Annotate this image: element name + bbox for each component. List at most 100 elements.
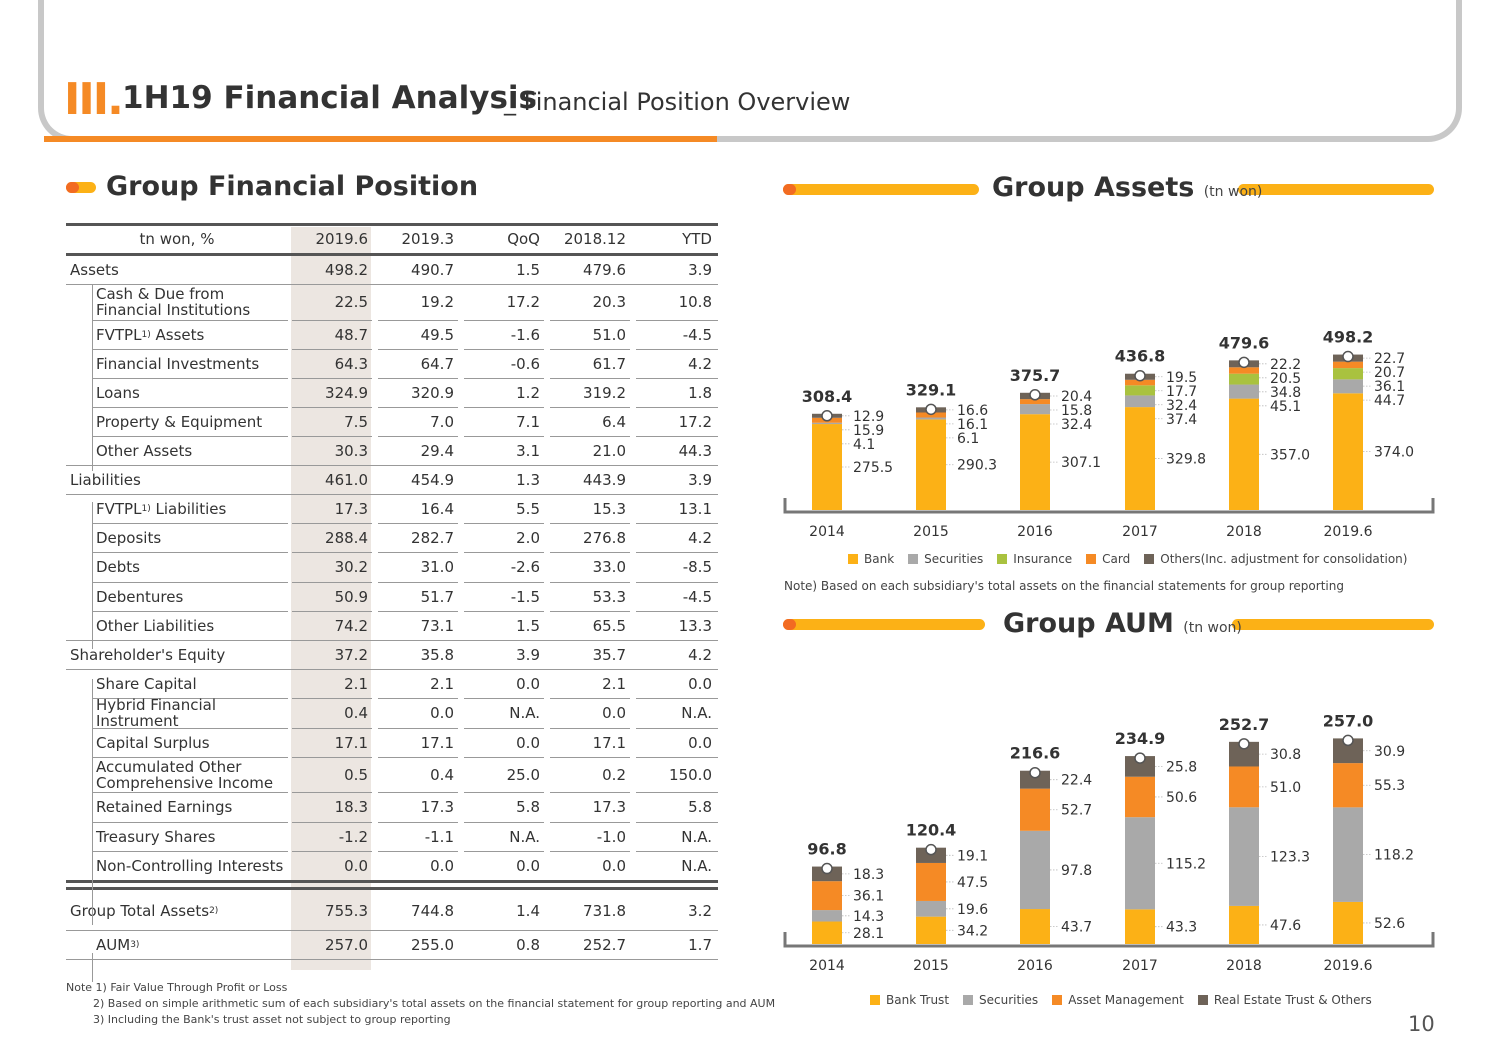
- row-label: FVTPL 1) Liabilities: [96, 494, 288, 523]
- row-label-text: Treasury Shares: [96, 827, 216, 846]
- table-rule: [550, 320, 630, 321]
- row-value: 51.0: [592, 325, 626, 344]
- row-value: 2.1: [344, 674, 368, 693]
- table-rule: [464, 552, 544, 553]
- row-value: 257.0: [325, 935, 368, 954]
- bar-segment: [1333, 379, 1363, 394]
- row-value: 22.5: [334, 293, 368, 311]
- segment-value-label: 25.8: [1166, 759, 1197, 775]
- row-label-text: Liabilities: [70, 470, 141, 489]
- row-value: 35.8: [420, 645, 454, 664]
- table-rule: [464, 822, 544, 823]
- legend-item: Securities: [963, 993, 1038, 1007]
- table-row: FVTPL 1) Assets 48.7 49.5 -1.6 51.0 -4.5: [66, 320, 718, 349]
- table-rule: [292, 851, 372, 852]
- segment-value-label: 36.1: [1374, 379, 1405, 395]
- segment-value-label: 19.6: [957, 902, 988, 918]
- table-rule: [636, 822, 718, 823]
- row-label-text: Debts: [96, 558, 140, 576]
- category-tick-label: 2018: [1226, 958, 1262, 974]
- segment-value-label: 15.8: [1061, 403, 1092, 419]
- row-label-text: Other Assets: [96, 441, 193, 460]
- legend-item: Real Estate Trust & Others: [1197, 993, 1372, 1007]
- bar-top-marker: [1342, 350, 1354, 363]
- segment-value-label: 50.6: [1166, 790, 1197, 806]
- row-value: 5.8: [516, 798, 540, 816]
- bar-top-marker: [1238, 738, 1250, 750]
- row-value: 10.8: [678, 293, 712, 311]
- table-rule: [636, 698, 718, 699]
- table-row: Assets 498.2 490.7 1.5 479.6 3.9: [66, 255, 718, 284]
- table-rule: [378, 698, 458, 699]
- table-rule: [292, 320, 372, 321]
- table-rule: [292, 407, 372, 408]
- current-period-column-shade: [291, 227, 371, 970]
- table-header-cell: 2019.6: [315, 229, 369, 248]
- row-value: 255.0: [411, 935, 454, 954]
- segment-value-label: 14.3: [853, 909, 884, 925]
- table-row: Other Assets 30.3 29.4 3.1 21.0 44.3: [66, 436, 718, 465]
- bar-total-label: 329.1: [906, 380, 957, 399]
- segment-value-label: 16.6: [957, 403, 988, 419]
- legend-item: Others(Inc. adjustment for consolidation…: [1144, 552, 1407, 566]
- bar-segment: [1333, 901, 1363, 944]
- bar-total-label: 375.7: [1010, 366, 1061, 385]
- table-rule: [292, 523, 372, 524]
- bar-segment: [1125, 379, 1155, 386]
- table-row: Non-Controlling Interests 0.0 0.0 0.0 0.0 N.A…: [66, 851, 718, 880]
- row-label-text: Accumulated Other Comprehensive Income: [96, 757, 274, 792]
- row-label-text: Other Liabilities: [96, 616, 215, 635]
- assets-title-bar-left: [783, 184, 979, 195]
- row-value: 17.3: [420, 798, 454, 816]
- row-value: 3.9: [688, 260, 712, 279]
- row-value: 31.0: [420, 558, 454, 576]
- table-rule: [464, 611, 544, 612]
- legend-label: Asset Management: [1068, 993, 1184, 1007]
- bar-segment: [1125, 817, 1155, 910]
- row-value: 64.3: [334, 354, 368, 373]
- row-value: -2.6: [510, 558, 540, 576]
- row-value: 498.2: [325, 260, 368, 279]
- row-label-text: Shareholder's Equity: [70, 645, 226, 664]
- row-value: 15.3: [592, 499, 626, 518]
- table-header-cell: QoQ: [507, 229, 540, 248]
- table-rule: [292, 792, 372, 793]
- row-value: 19.2: [420, 293, 454, 311]
- row-value: N.A.: [509, 704, 540, 722]
- bar-segment: [1125, 395, 1155, 408]
- row-value: 282.7: [411, 528, 454, 547]
- row-label: Capital Surplus: [96, 728, 288, 757]
- row-value: -1.2: [338, 827, 368, 846]
- table-rule: [92, 757, 288, 758]
- table-rule: [92, 698, 288, 699]
- page-number: 10: [1408, 1012, 1435, 1036]
- table-rule: [92, 349, 288, 350]
- table-rule: [636, 349, 718, 350]
- table-row: AUM 3) 257.0 255.0 0.8 252.7 1.7: [66, 930, 718, 959]
- row-label: Financial Investments: [96, 349, 288, 378]
- row-value: 1.8: [688, 383, 712, 402]
- table-rule: [550, 523, 630, 524]
- table-rule: [464, 851, 544, 852]
- row-value: 0.0: [430, 856, 454, 875]
- row-label: Deposits: [96, 523, 288, 552]
- row-value: 0.0: [688, 674, 712, 693]
- segment-value-label: 55.3: [1374, 778, 1405, 794]
- assets-title-bar-right: [1238, 184, 1434, 195]
- segment-value-label: 15.9: [853, 423, 884, 439]
- category-tick-label: 2019.6: [1324, 524, 1373, 540]
- table-notes: Note 1) Fair Value Through Profit or Los…: [66, 980, 775, 1028]
- legend-label: Securities: [979, 993, 1039, 1007]
- table-indent-rule: [92, 953, 93, 982]
- row-value: -4.5: [682, 325, 712, 344]
- row-value: 61.7: [592, 354, 626, 373]
- row-label-suffix: Assets: [150, 325, 205, 344]
- row-value: 288.4: [325, 528, 368, 547]
- bar-segment: [1020, 404, 1050, 415]
- bar-total-label: 257.0: [1323, 711, 1374, 730]
- table-rule: [66, 284, 718, 285]
- bar-total-label: 498.2: [1323, 328, 1374, 347]
- table-row: FVTPL 1) Liabilities 17.3 16.4 5.5 15.3 13.1: [66, 494, 718, 523]
- aum-legend: Bank Trust Securities Asset Management Real…: [870, 993, 1372, 1007]
